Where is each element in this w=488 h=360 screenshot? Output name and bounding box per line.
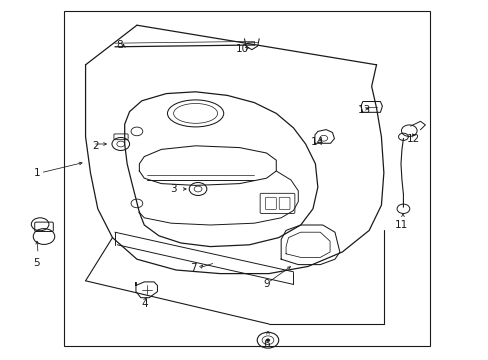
Text: 2: 2 — [92, 141, 99, 151]
Text: 8: 8 — [116, 40, 123, 50]
Circle shape — [265, 339, 269, 342]
Text: 7: 7 — [189, 263, 196, 273]
Text: 12: 12 — [406, 134, 419, 144]
Text: 14: 14 — [310, 137, 324, 147]
Bar — [63, 11, 429, 346]
Text: 3: 3 — [170, 184, 177, 194]
Text: 11: 11 — [393, 220, 407, 230]
Text: 4: 4 — [141, 299, 147, 309]
Text: 1: 1 — [33, 168, 40, 178]
Text: 6: 6 — [263, 339, 269, 349]
Text: 9: 9 — [263, 279, 269, 289]
Text: 5: 5 — [33, 258, 40, 268]
Text: 10: 10 — [235, 44, 248, 54]
Text: 13: 13 — [357, 105, 370, 115]
